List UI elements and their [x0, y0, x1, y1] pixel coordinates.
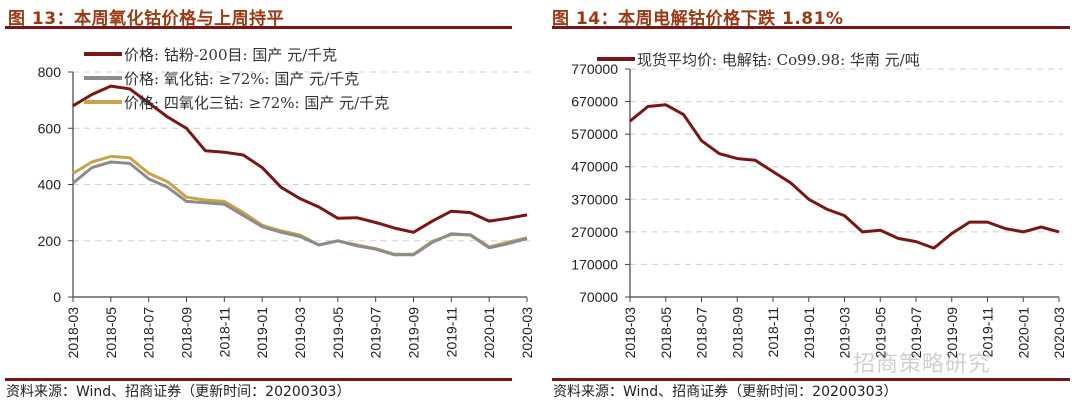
x-tick-label: 2019-09: [406, 307, 422, 359]
y-tick-label: 470000: [571, 159, 618, 175]
chart-14-title-rule: [552, 26, 1070, 29]
x-tick-label: 2020-03: [519, 307, 535, 359]
legend-label: 价格: 四氧化三钴: ≥72%: 国产 元/千克: [124, 94, 389, 112]
y-tick-label: 670000: [571, 94, 618, 110]
chart-14-bottom-rule: [552, 378, 1070, 381]
y-tick-label: 270000: [571, 224, 618, 240]
x-tick-label: 2020-03: [1051, 307, 1067, 359]
chart-14-plot: 70000 170000 270000 370000 470000 570000 67000…: [571, 51, 1067, 359]
x-tick-label: 2018-09: [729, 307, 745, 359]
x-tick-label: 2020-01: [1015, 307, 1031, 359]
series-line: [629, 103, 1060, 250]
chart-14-source: 资料来源：Wind、招商证券（更新时间：20200303）: [553, 384, 898, 400]
x-tick-label: 2019-03: [292, 307, 308, 359]
legend-label: 价格: 氧化钴: ≥72%: 国产 元/千克: [124, 70, 359, 88]
y-tick-label: 370000: [571, 191, 618, 207]
x-tick-label: 2019-11: [443, 307, 459, 358]
y-tick-label: 170000: [571, 256, 618, 272]
x-tick-label: 2018-09: [179, 307, 195, 359]
legend-label: 现货平均价: 电解钴: Co99.98: 华南 元/吨: [637, 51, 920, 69]
x-tick-label: 2019-07: [368, 307, 384, 359]
chart-13-title-rule: [5, 26, 512, 29]
x-tick-label: 2019-03: [837, 307, 853, 359]
y-tick-label: 70000: [579, 289, 618, 305]
x-tick-label: 2018-05: [658, 307, 674, 359]
chart-13-plot: 0 200 400 600 800 2018-03 2018-05 2018-07 2018-0…: [38, 46, 535, 359]
x-tick-label: 2018-11: [765, 307, 781, 358]
chart-13-title: 图 13：本周氧化钴价格与上周持平: [8, 9, 285, 29]
y-tick-label: 0: [53, 289, 61, 305]
chart-14-title: 图 14：本周电解钴价格下跌 1.81%: [552, 9, 844, 29]
y-tick-label: 800: [38, 64, 62, 80]
watermark-text: 招商策略研究: [853, 352, 992, 377]
x-tick-label: 2019-05: [330, 307, 346, 359]
x-tick-label: 2018-07: [694, 307, 710, 359]
chart-13-source: 资料来源：Wind、招商证券（更新时间：20200303）: [6, 384, 351, 400]
y-tick-label: 200: [38, 233, 62, 249]
x-tick-label: 2019-01: [254, 307, 270, 359]
series-line: [72, 160, 528, 257]
y-tick-label: 570000: [571, 126, 618, 142]
chart-13-bottom-rule: [5, 378, 512, 381]
x-tick-label: 2018-03: [622, 307, 638, 359]
x-tick-label: 2019-09: [944, 307, 960, 359]
x-tick-label: 2020-01: [481, 307, 497, 359]
x-tick-label: 2018-07: [141, 307, 157, 359]
y-tick-label: 600: [38, 120, 62, 136]
x-tick-label: 2019-07: [908, 307, 924, 359]
x-tick-label: 2019-01: [801, 307, 817, 359]
x-tick-label: 2018-05: [103, 307, 119, 359]
y-tick-label: 770000: [571, 61, 618, 77]
x-tick-label: 2019-11: [980, 307, 996, 358]
y-tick-label: 400: [38, 177, 62, 193]
x-tick-label: 2018-03: [65, 307, 81, 359]
x-tick-label: 2019-05: [872, 307, 888, 359]
series-line: [72, 84, 528, 234]
legend-label: 价格: 钴粉-200目: 国产 元/千克: [124, 46, 337, 64]
x-tick-label: 2018-11: [216, 307, 232, 358]
